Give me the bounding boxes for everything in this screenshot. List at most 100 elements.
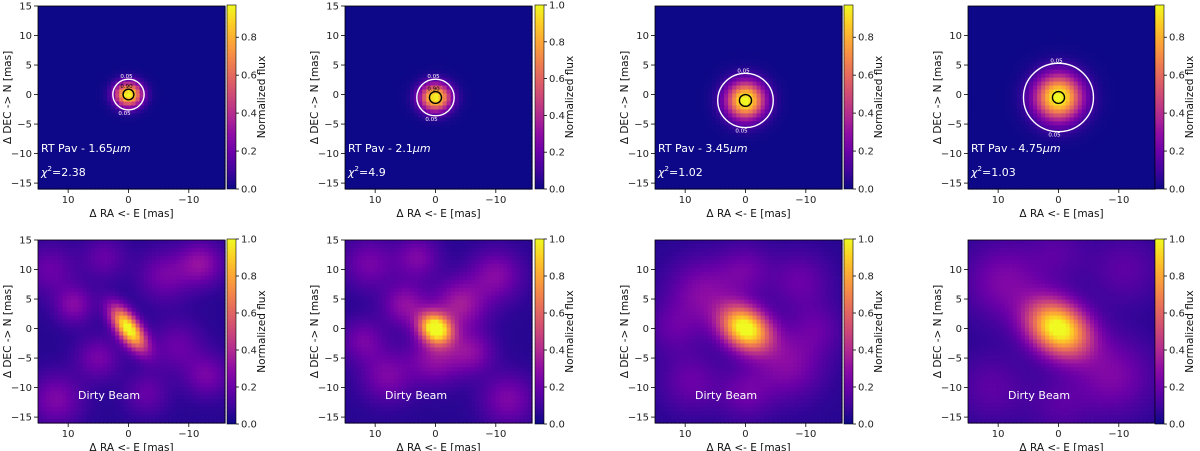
flux-pixel <box>212 69 218 75</box>
flux-pixel <box>438 69 444 75</box>
flux-pixel <box>66 121 72 126</box>
flux-pixel <box>442 157 448 162</box>
flux-pixel <box>495 77 501 83</box>
flux-pixel <box>143 161 149 166</box>
flux-pixel <box>499 169 505 174</box>
flux-pixel <box>426 109 431 115</box>
flux-pixel <box>711 61 717 67</box>
flux-pixel <box>487 161 492 166</box>
flux-pixel <box>353 17 358 23</box>
flux-pixel <box>511 177 517 182</box>
flux-pixel <box>143 41 149 47</box>
flux-pixel <box>434 185 440 190</box>
flux-pixel <box>184 137 190 142</box>
flux-pixel <box>450 169 456 174</box>
flux-pixel <box>159 25 165 31</box>
flux-pixel <box>82 45 88 51</box>
flux-pixel <box>176 141 181 146</box>
flux-pixel <box>86 165 92 170</box>
flux-pixel <box>216 109 222 115</box>
flux-pixel <box>188 81 194 87</box>
flux-pixel <box>164 41 169 47</box>
flux-pixel <box>98 145 104 150</box>
flux-pixel <box>66 125 72 130</box>
flux-pixel <box>216 85 222 91</box>
flux-pixel <box>66 105 72 111</box>
flux-pixel <box>119 81 124 87</box>
flux-pixel <box>401 125 407 130</box>
flux-pixel <box>377 165 383 170</box>
flux-pixel <box>208 105 214 111</box>
flux-pixel <box>127 49 133 55</box>
flux-pixel <box>663 89 668 95</box>
flux-pixel <box>503 29 509 35</box>
flux-pixel <box>139 137 145 142</box>
flux-pixel <box>180 65 185 71</box>
flux-pixel <box>184 9 190 15</box>
flux-pixel <box>115 169 120 174</box>
flux-pixel <box>180 125 185 130</box>
flux-pixel <box>405 145 411 150</box>
flux-pixel <box>418 77 423 83</box>
flux-pixel <box>405 21 411 27</box>
flux-pixel <box>414 21 419 27</box>
flux-pixel <box>377 33 383 39</box>
flux-pixel <box>691 6 697 11</box>
flux-pixel <box>111 169 116 174</box>
flux-pixel <box>683 101 689 107</box>
flux-pixel <box>377 121 383 126</box>
flux-pixel <box>135 117 141 122</box>
flux-pixel <box>151 41 157 47</box>
flux-pixel <box>671 161 676 166</box>
flux-pixel <box>46 97 51 103</box>
flux-pixel <box>200 113 206 118</box>
flux-pixel <box>707 149 713 154</box>
flux-pixel <box>450 109 456 115</box>
flux-pixel <box>483 37 488 43</box>
flux-pixel <box>192 41 198 47</box>
flux-pixel <box>389 93 395 99</box>
flux-pixel <box>691 49 697 55</box>
flux-pixel <box>62 53 68 59</box>
flux-pixel <box>675 93 680 99</box>
flux-pixel <box>471 61 476 67</box>
flux-pixel <box>70 125 76 130</box>
flux-pixel <box>365 149 370 154</box>
flux-pixel <box>491 85 497 91</box>
flux-pixel <box>458 93 464 99</box>
flux-pixel <box>155 13 161 19</box>
flux-pixel <box>115 53 120 59</box>
flux-pixel <box>98 49 104 55</box>
flux-pixel <box>503 165 509 170</box>
flux-pixel <box>127 153 133 158</box>
flux-pixel <box>691 81 697 87</box>
flux-pixel <box>450 57 456 63</box>
flux-pixel <box>450 77 456 83</box>
flux-pixel <box>385 149 391 154</box>
flux-pixel <box>707 113 713 118</box>
flux-pixel <box>373 13 379 19</box>
flux-pixel <box>220 69 226 75</box>
flux-pixel <box>683 161 689 166</box>
flux-pixel <box>78 93 84 99</box>
flux-pixel <box>70 105 76 111</box>
flux-pixel <box>418 181 423 186</box>
flux-pixel <box>192 93 198 99</box>
flux-pixel <box>679 21 685 27</box>
flux-pixel <box>695 145 701 150</box>
flux-pixel <box>62 6 68 11</box>
flux-pixel <box>216 169 222 174</box>
flux-pixel <box>466 6 472 11</box>
flux-pixel <box>216 6 222 11</box>
flux-pixel <box>663 21 668 27</box>
flux-pixel <box>458 29 464 35</box>
flux-pixel <box>491 181 497 186</box>
flux-pixel <box>659 105 664 111</box>
flux-pixel <box>703 97 709 103</box>
flux-pixel <box>703 21 709 27</box>
flux-pixel <box>82 161 88 166</box>
y-tick-label: 15 <box>19 2 32 13</box>
flux-pixel <box>172 117 177 122</box>
flux-pixel <box>78 69 84 75</box>
flux-pixel <box>123 177 129 182</box>
